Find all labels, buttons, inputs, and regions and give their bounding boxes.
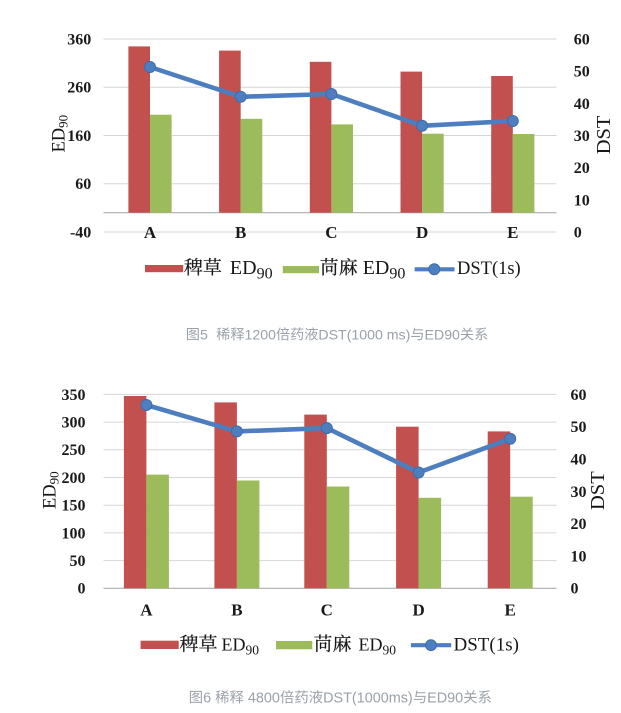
svg-text:50: 50 <box>574 64 590 81</box>
svg-text:30: 30 <box>571 484 587 501</box>
svg-text:D: D <box>416 223 428 242</box>
svg-text:DST(1s): DST(1s) <box>457 259 521 279</box>
svg-text:0: 0 <box>571 581 579 598</box>
svg-text:DST(1000ms): DST(1000ms) <box>323 690 413 706</box>
svg-text:260: 260 <box>67 80 91 97</box>
svg-text:DST: DST <box>587 471 609 510</box>
svg-text:160: 160 <box>67 128 91 145</box>
svg-text:5: 5 <box>200 326 208 342</box>
svg-text:200: 200 <box>62 470 86 487</box>
svg-text:ED90: ED90 <box>363 257 406 283</box>
svg-text:0: 0 <box>574 224 582 241</box>
svg-text:E: E <box>507 223 518 242</box>
svg-text:60: 60 <box>571 387 587 404</box>
svg-text:4800: 4800 <box>244 690 280 706</box>
svg-text:D: D <box>412 600 424 619</box>
svg-text:50: 50 <box>571 419 587 436</box>
svg-text:30: 30 <box>574 128 590 145</box>
svg-text:60: 60 <box>75 176 91 193</box>
svg-text:ED90: ED90 <box>41 471 62 509</box>
svg-text:E: E <box>505 600 516 619</box>
svg-text:DST(1s): DST(1s) <box>454 635 519 656</box>
svg-text:ED90: ED90 <box>427 690 463 706</box>
svg-text:10: 10 <box>571 548 587 565</box>
svg-text:20: 20 <box>574 160 590 177</box>
svg-text:DST(1000 ms): DST(1000 ms) <box>318 326 410 342</box>
svg-text:150: 150 <box>62 498 86 515</box>
svg-text:C: C <box>325 223 337 242</box>
svg-text:40: 40 <box>574 96 590 113</box>
svg-text:A: A <box>140 600 153 619</box>
svg-text:250: 250 <box>62 442 86 459</box>
svg-text:A: A <box>144 223 157 242</box>
svg-text:100: 100 <box>62 525 86 542</box>
svg-text:1200: 1200 <box>245 326 277 342</box>
svg-text:50: 50 <box>70 553 86 570</box>
svg-text:C: C <box>321 600 333 619</box>
svg-text:40: 40 <box>571 451 587 468</box>
svg-text:DST: DST <box>593 115 615 154</box>
svg-text:-40: -40 <box>70 224 91 241</box>
svg-text:20: 20 <box>571 516 587 533</box>
svg-text:10: 10 <box>574 192 590 209</box>
svg-text:300: 300 <box>62 415 86 432</box>
svg-text:60: 60 <box>574 31 590 48</box>
svg-text:360: 360 <box>67 31 91 48</box>
svg-text:B: B <box>235 223 246 242</box>
svg-text:350: 350 <box>62 387 86 404</box>
svg-text:ED90: ED90 <box>50 115 71 153</box>
svg-text:0: 0 <box>78 581 86 598</box>
svg-text:6: 6 <box>203 690 215 706</box>
svg-text:B: B <box>231 600 242 619</box>
svg-text:ED90: ED90 <box>425 326 461 342</box>
